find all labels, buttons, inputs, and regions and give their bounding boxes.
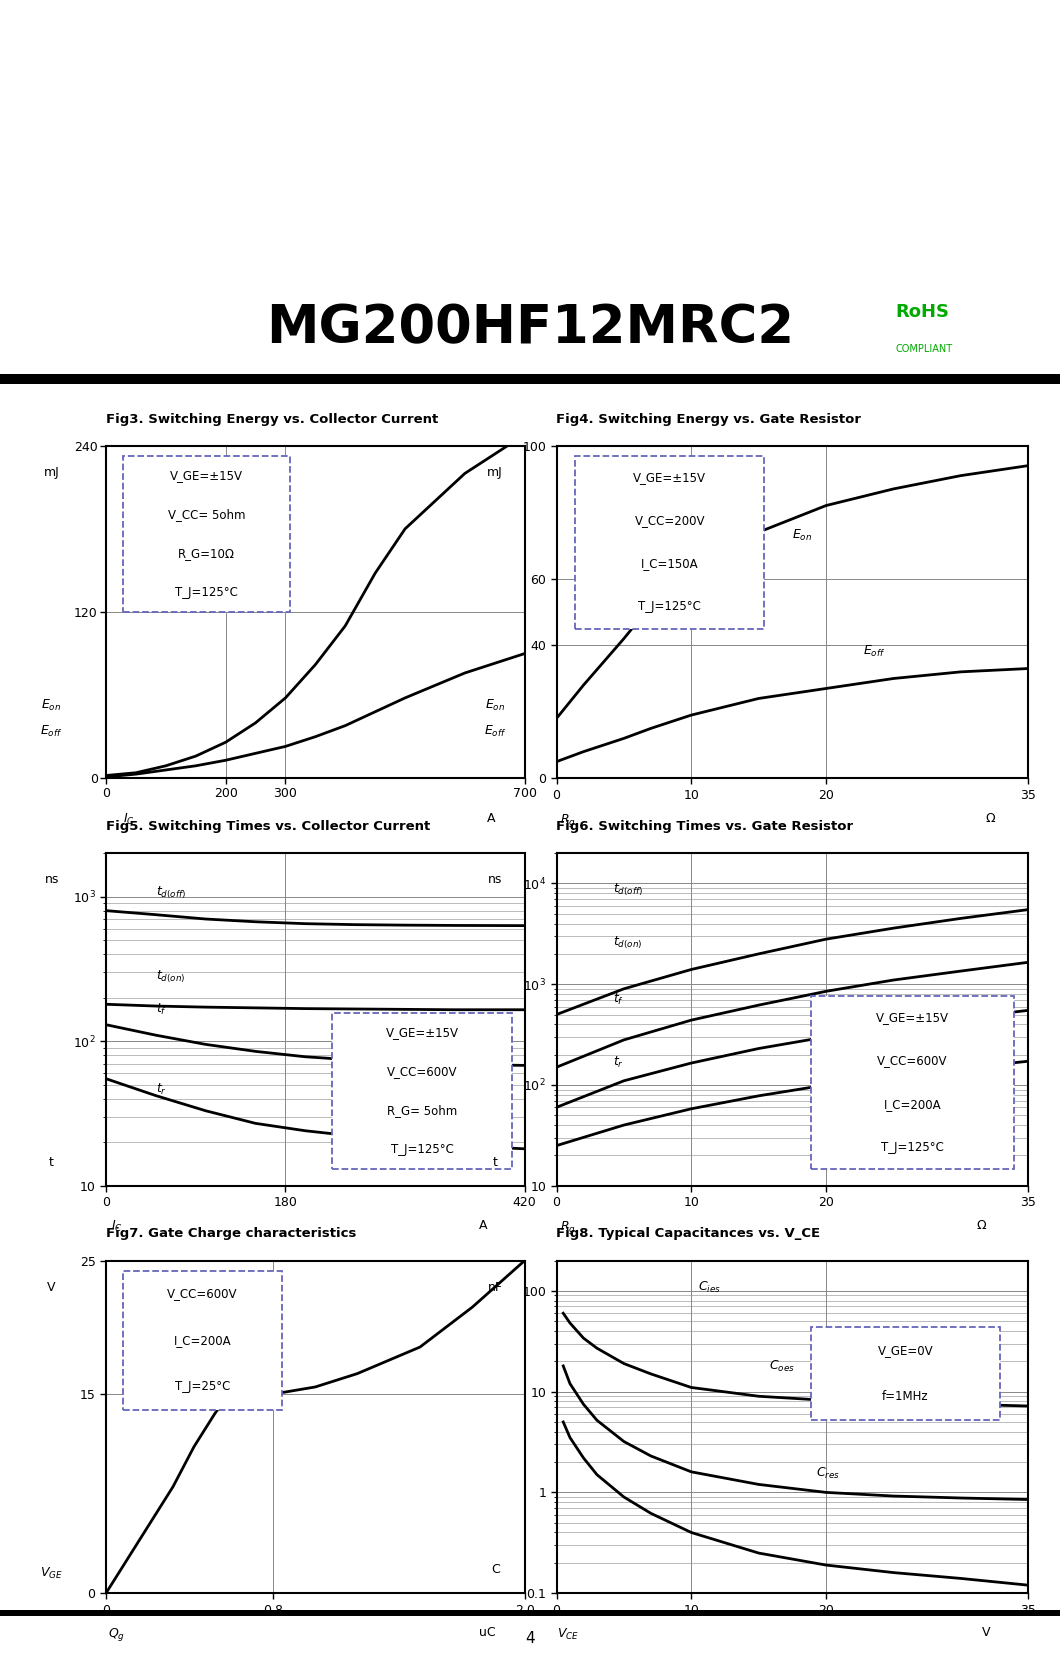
Text: Fig7. Gate Charge characteristics: Fig7. Gate Charge characteristics bbox=[106, 1227, 356, 1241]
Text: R_G= 5ohm: R_G= 5ohm bbox=[387, 1104, 457, 1118]
Text: COMPLIANT: COMPLIANT bbox=[896, 344, 953, 354]
Text: A: A bbox=[487, 812, 495, 825]
Text: V_GE=0V: V_GE=0V bbox=[878, 1344, 934, 1357]
Text: $t_r$: $t_r$ bbox=[613, 1054, 624, 1069]
Text: RoHS: RoHS bbox=[896, 303, 950, 321]
Text: nF: nF bbox=[488, 1281, 502, 1294]
Text: $t_f$: $t_f$ bbox=[613, 991, 624, 1006]
Text: $C_{oes}$: $C_{oes}$ bbox=[768, 1359, 795, 1374]
Text: $R_g$: $R_g$ bbox=[561, 1219, 577, 1236]
Text: $t_{d(on)}$: $t_{d(on)}$ bbox=[156, 968, 186, 984]
Text: Ω: Ω bbox=[986, 812, 995, 825]
Text: Fig5. Switching Times vs. Collector Current: Fig5. Switching Times vs. Collector Curr… bbox=[106, 820, 430, 833]
Text: T_J=25°C: T_J=25°C bbox=[175, 1380, 230, 1394]
Text: I_C=200A: I_C=200A bbox=[884, 1098, 941, 1111]
Text: Fig4. Switching Energy vs. Gate Resistor: Fig4. Switching Energy vs. Gate Resistor bbox=[556, 412, 862, 426]
Text: Ω: Ω bbox=[976, 1219, 986, 1232]
Text: V: V bbox=[48, 1281, 56, 1294]
Text: Fig3. Switching Energy vs. Collector Current: Fig3. Switching Energy vs. Collector Cur… bbox=[106, 412, 438, 426]
Text: $V_{GE}$: $V_{GE}$ bbox=[40, 1565, 63, 1582]
Text: $E_{on}$: $E_{on}$ bbox=[485, 697, 506, 713]
Text: V_GE=±15V: V_GE=±15V bbox=[633, 471, 706, 484]
Text: V: V bbox=[982, 1626, 990, 1640]
FancyBboxPatch shape bbox=[332, 1013, 512, 1169]
Text: $I_C$: $I_C$ bbox=[110, 1219, 122, 1234]
Text: $E_{on}$: $E_{on}$ bbox=[41, 697, 61, 713]
Text: T_J=125°C: T_J=125°C bbox=[881, 1141, 944, 1154]
Text: V_CC=200V: V_CC=200V bbox=[635, 514, 705, 527]
Text: $t_f$: $t_f$ bbox=[156, 1001, 167, 1016]
Text: $C_{ies}$: $C_{ies}$ bbox=[697, 1279, 721, 1294]
FancyBboxPatch shape bbox=[123, 456, 290, 612]
Text: ns: ns bbox=[488, 873, 502, 886]
FancyBboxPatch shape bbox=[811, 1327, 1000, 1420]
Text: R_G=10Ω: R_G=10Ω bbox=[178, 547, 235, 560]
Text: uC: uC bbox=[479, 1626, 495, 1640]
Text: A: A bbox=[478, 1219, 488, 1232]
Text: V_GE=±15V: V_GE=±15V bbox=[386, 1026, 459, 1039]
Text: Fig6. Switching Times vs. Gate Resistor: Fig6. Switching Times vs. Gate Resistor bbox=[556, 820, 853, 833]
Text: V_GE=±15V: V_GE=±15V bbox=[877, 1011, 949, 1024]
Text: mJ: mJ bbox=[43, 466, 59, 479]
Text: $I_C$: $I_C$ bbox=[123, 812, 135, 827]
Text: T_J=125°C: T_J=125°C bbox=[391, 1142, 454, 1156]
Text: t: t bbox=[49, 1156, 54, 1169]
Text: $V_{CE}$: $V_{CE}$ bbox=[558, 1626, 580, 1641]
Text: $E_{off}$: $E_{off}$ bbox=[863, 644, 885, 659]
FancyBboxPatch shape bbox=[123, 1271, 282, 1410]
FancyBboxPatch shape bbox=[576, 456, 764, 629]
Text: V_CC=600V: V_CC=600V bbox=[167, 1287, 237, 1300]
Text: ns: ns bbox=[45, 873, 58, 886]
Text: f=1MHz: f=1MHz bbox=[882, 1390, 929, 1404]
Text: 4: 4 bbox=[525, 1630, 535, 1646]
Text: T_J=125°C: T_J=125°C bbox=[638, 600, 701, 614]
Text: V_CC=600V: V_CC=600V bbox=[878, 1054, 948, 1068]
Text: Fig8. Typical Capacitances vs. V_CE: Fig8. Typical Capacitances vs. V_CE bbox=[556, 1227, 820, 1241]
Text: $R_g$: $R_g$ bbox=[561, 812, 577, 828]
Text: $C_{res}$: $C_{res}$ bbox=[816, 1465, 840, 1480]
Text: $E_{on}$: $E_{on}$ bbox=[793, 527, 813, 542]
Text: t: t bbox=[493, 1156, 497, 1169]
Text: V_CC=600V: V_CC=600V bbox=[387, 1064, 457, 1078]
Text: $E_{off}$: $E_{off}$ bbox=[484, 723, 507, 740]
Text: I_C=200A: I_C=200A bbox=[174, 1334, 231, 1347]
Text: $Q_g$: $Q_g$ bbox=[108, 1626, 125, 1643]
Text: $t_r$: $t_r$ bbox=[156, 1081, 167, 1096]
Text: C: C bbox=[491, 1563, 499, 1577]
Text: mJ: mJ bbox=[488, 466, 504, 479]
Text: $t_{d(on)}$: $t_{d(on)}$ bbox=[613, 935, 642, 951]
Text: T_J=125°C: T_J=125°C bbox=[175, 585, 237, 599]
Text: $t_{d(off)}$: $t_{d(off)}$ bbox=[156, 885, 187, 901]
Text: MG200HF12MRC2: MG200HF12MRC2 bbox=[266, 303, 794, 354]
Text: V_CC= 5ohm: V_CC= 5ohm bbox=[167, 507, 245, 521]
FancyBboxPatch shape bbox=[811, 996, 1014, 1169]
Text: $t_{d(off)}$: $t_{d(off)}$ bbox=[613, 881, 643, 898]
Text: $E_{off}$: $E_{off}$ bbox=[40, 723, 63, 740]
Text: I_C=150A: I_C=150A bbox=[641, 557, 699, 570]
Text: V_GE=±15V: V_GE=±15V bbox=[170, 469, 243, 482]
